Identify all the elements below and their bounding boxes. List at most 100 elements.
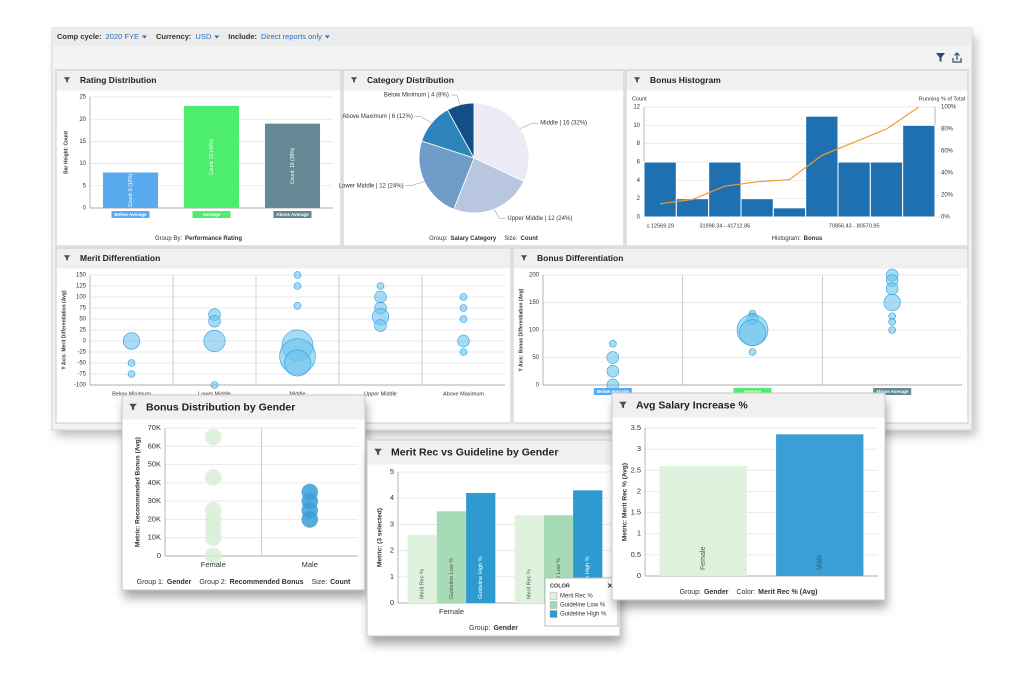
bubble [204, 469, 222, 486]
y-tick-label: 100 [76, 295, 87, 301]
y-tick-label: 30K [148, 496, 161, 505]
y-tick-label: 8 [637, 141, 641, 147]
bar-series-label: Merit Rec % [527, 569, 533, 599]
panel-header [513, 248, 968, 269]
x-tick-label: Female [700, 547, 707, 570]
filter-value[interactable]: 2020 FYE [106, 32, 139, 41]
x-tick-label: ≤ 12569.29 [646, 223, 674, 229]
category-chip [733, 388, 772, 395]
filter-icon[interactable] [619, 401, 627, 409]
value-label: Count: 8 (16%) [128, 173, 134, 207]
filter-label: Comp cycle: [57, 32, 102, 41]
footer-part: Group By: [155, 236, 182, 242]
y-tick-label: 10K [148, 533, 161, 542]
filter-icon[interactable] [63, 77, 71, 83]
filter-icon[interactable] [520, 255, 528, 261]
y-tick-label: 10 [633, 123, 640, 129]
y-tick-label: 50K [148, 460, 161, 469]
x-tick-label: Below Average [597, 389, 629, 394]
leader-line [520, 122, 539, 129]
y-axis-title: Y Axis: Bonus Differentiation (Avg) [518, 288, 524, 371]
bar [436, 511, 467, 603]
legend-swatch [549, 601, 558, 609]
y-tick-label: 50 [532, 355, 539, 361]
legend-label: Merit Rec % [560, 594, 593, 600]
filter-icon[interactable] [63, 255, 71, 261]
bar [837, 161, 871, 218]
panel-title: Category Distribution [367, 75, 454, 85]
dropdown-arrow [324, 35, 330, 39]
y-tick-label: 100% [941, 105, 957, 111]
panel-title: Bonus Differentiation [537, 253, 623, 263]
y-tick-label: 5 [390, 467, 394, 476]
panel-title: Avg Salary Increase % [636, 399, 748, 411]
y-axis-title: Metric: (3 selected) [377, 508, 384, 567]
y-tick-label: -50 [77, 361, 86, 367]
bubble [374, 319, 387, 332]
x-tick-label: Below Average [115, 212, 147, 217]
bubble [376, 282, 385, 290]
panel-footer: Group By: Performance Rating [155, 236, 242, 242]
y-tick-label: 3 [390, 519, 394, 528]
legend-close[interactable] [607, 583, 613, 588]
y-tick-label: 200 [529, 273, 540, 279]
bar [902, 124, 936, 218]
panel-header [56, 70, 341, 91]
y-tick-label: 15 [79, 139, 86, 145]
bar [772, 207, 807, 218]
y-tick-label: -75 [77, 372, 86, 378]
y-tick-label: 80% [941, 127, 954, 133]
bar [659, 466, 747, 576]
y-axis-title: Bar Height: Count [63, 131, 69, 174]
legend-label: Guideline Low % [560, 603, 606, 609]
bar [643, 161, 677, 218]
y-tick-label: 2 [390, 546, 394, 555]
x-tick-label: Male [302, 560, 318, 569]
bubble [459, 315, 468, 323]
footer-part: Performance Rating [185, 236, 242, 242]
y-tick-label: 70K [148, 423, 161, 432]
footer-part: Gender [167, 579, 192, 586]
bar [708, 161, 742, 218]
x-tick-label: Female [201, 560, 226, 569]
y-tick-label: 1 [390, 572, 394, 581]
panel-footer: Histogram: Bonus [772, 236, 823, 242]
y-tick-label: 0 [637, 215, 641, 221]
filter-label: Include: [228, 32, 257, 41]
running-total-line [660, 106, 920, 205]
export-icon[interactable] [952, 52, 962, 63]
filter-value[interactable]: Direct reports only [261, 32, 322, 41]
x-tick-label: Average [203, 212, 221, 217]
filter-value[interactable]: USD [195, 32, 211, 41]
filter-icon[interactable] [633, 77, 641, 83]
bubble [204, 529, 222, 547]
bubble [284, 349, 311, 377]
filter-icon[interactable] [129, 403, 137, 411]
bubble [301, 511, 319, 528]
bar [264, 123, 321, 208]
filter-icon[interactable] [374, 448, 382, 456]
category-chip [873, 388, 912, 395]
panel-footer: Group: Gender [469, 625, 518, 632]
bubble [204, 428, 222, 446]
filter-icon[interactable] [350, 77, 358, 83]
y-axis-title: Metric: Merit Rec % (Avg) [622, 463, 629, 541]
y-tick-label: -25 [77, 350, 86, 356]
bubble [457, 334, 470, 348]
y-tick-label: 1 [637, 529, 641, 538]
y-tick-label: 3 [637, 444, 641, 453]
filter-icon[interactable] [936, 53, 945, 62]
bar [514, 515, 544, 603]
footer-part: Group: [680, 589, 701, 596]
bubble [888, 317, 896, 326]
panel-header [612, 393, 885, 418]
dropdown-arrow [141, 35, 147, 39]
y-tick-label: 150 [529, 300, 540, 306]
y-tick-label: 0 [536, 383, 540, 389]
y-tick-label: 50 [79, 317, 86, 323]
bar-series-label: Merit Rec % [420, 569, 426, 599]
footer-part: Count [330, 579, 351, 586]
category-chip [192, 211, 231, 218]
legend-label: Guideline High % [560, 612, 607, 618]
y-tick-label: 10 [79, 161, 86, 167]
